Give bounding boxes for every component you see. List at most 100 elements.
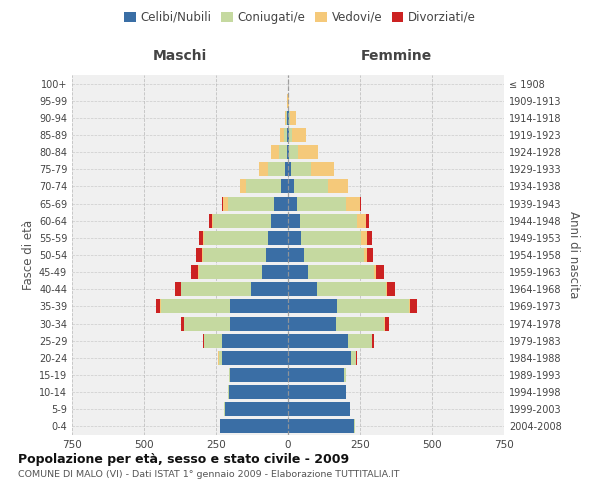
Bar (196, 248, 202, 262)
Bar (184, 316, 230, 330)
Bar (288, 231, 301, 245)
Bar (288, 180, 294, 194)
Bar (156, 300, 160, 314)
Legend: Celibi/Nubili, Coniugati/e, Vedovi/e, Divorziati/e: Celibi/Nubili, Coniugati/e, Vedovi/e, Di… (122, 8, 478, 26)
Bar (222, 196, 223, 210)
Bar (287, 128, 288, 142)
Bar (288, 402, 350, 416)
Bar (181, 316, 184, 330)
Bar (288, 368, 344, 382)
Bar (357, 214, 366, 228)
Bar (191, 265, 198, 279)
Bar (386, 282, 387, 296)
Bar (219, 351, 222, 365)
Bar (304, 248, 364, 262)
Text: Popolazione per età, sesso e stato civile - 2009: Popolazione per età, sesso e stato civil… (18, 452, 349, 466)
Bar (274, 196, 288, 210)
Bar (205, 231, 268, 245)
Bar (289, 111, 290, 125)
Bar (160, 300, 161, 314)
Bar (288, 162, 291, 176)
Bar (161, 300, 230, 314)
Bar (294, 180, 328, 194)
Bar (175, 282, 181, 296)
Bar (346, 196, 360, 210)
Bar (220, 420, 288, 434)
Bar (209, 214, 212, 228)
Bar (284, 111, 286, 125)
Bar (298, 145, 318, 159)
Bar (311, 162, 334, 176)
Bar (288, 300, 337, 314)
Bar (289, 145, 298, 159)
Bar (366, 214, 368, 228)
Bar (268, 162, 285, 176)
Bar (385, 316, 389, 330)
Bar (285, 162, 288, 176)
Y-axis label: Anni di nascita: Anni di nascita (567, 212, 580, 298)
Bar (288, 385, 346, 399)
Bar (229, 368, 230, 382)
Bar (280, 128, 284, 142)
Bar (352, 351, 356, 365)
Bar (360, 196, 361, 210)
Bar (288, 282, 317, 296)
Bar (268, 231, 288, 245)
Bar (367, 231, 371, 245)
Bar (271, 214, 288, 228)
Bar (288, 94, 289, 108)
Bar (367, 248, 373, 262)
Bar (230, 368, 288, 382)
Bar (286, 111, 287, 125)
Bar (224, 402, 288, 416)
Bar (364, 248, 367, 262)
Bar (387, 282, 395, 296)
Bar (284, 128, 287, 142)
Bar (223, 196, 227, 210)
Bar (361, 231, 367, 245)
Bar (266, 248, 288, 262)
Bar (199, 265, 262, 279)
Bar (280, 145, 287, 159)
Bar (271, 145, 280, 159)
Bar (372, 334, 374, 347)
Bar (205, 334, 222, 347)
Bar (288, 334, 349, 347)
Bar (308, 265, 374, 279)
Bar (288, 265, 308, 279)
Bar (246, 180, 281, 194)
Y-axis label: Fasce di età: Fasce di età (22, 220, 35, 290)
Bar (349, 334, 371, 347)
Bar (203, 248, 266, 262)
Bar (299, 214, 357, 228)
Bar (202, 248, 203, 262)
Bar (288, 145, 289, 159)
Bar (317, 282, 386, 296)
Bar (288, 128, 289, 142)
Bar (198, 265, 199, 279)
Bar (262, 265, 288, 279)
Bar (296, 196, 346, 210)
Text: Maschi: Maschi (153, 49, 207, 63)
Bar (229, 385, 288, 399)
Bar (203, 334, 204, 347)
Bar (288, 316, 335, 330)
Bar (335, 316, 385, 330)
Text: COMUNE DI MALO (VI) - Dati ISTAT 1° gennaio 2009 - Elaborazione TUTTITALIA.IT: COMUNE DI MALO (VI) - Dati ISTAT 1° genn… (18, 470, 400, 479)
Bar (301, 231, 361, 245)
Bar (241, 180, 246, 194)
Bar (337, 300, 409, 314)
Bar (203, 231, 205, 245)
Bar (281, 180, 288, 194)
Bar (289, 128, 292, 142)
Bar (213, 214, 271, 228)
Bar (288, 248, 304, 262)
Bar (230, 300, 288, 314)
Bar (222, 351, 288, 365)
Bar (288, 214, 299, 228)
Bar (344, 368, 346, 382)
Bar (291, 162, 311, 176)
Bar (290, 111, 296, 125)
Bar (222, 334, 288, 347)
Bar (376, 265, 385, 279)
